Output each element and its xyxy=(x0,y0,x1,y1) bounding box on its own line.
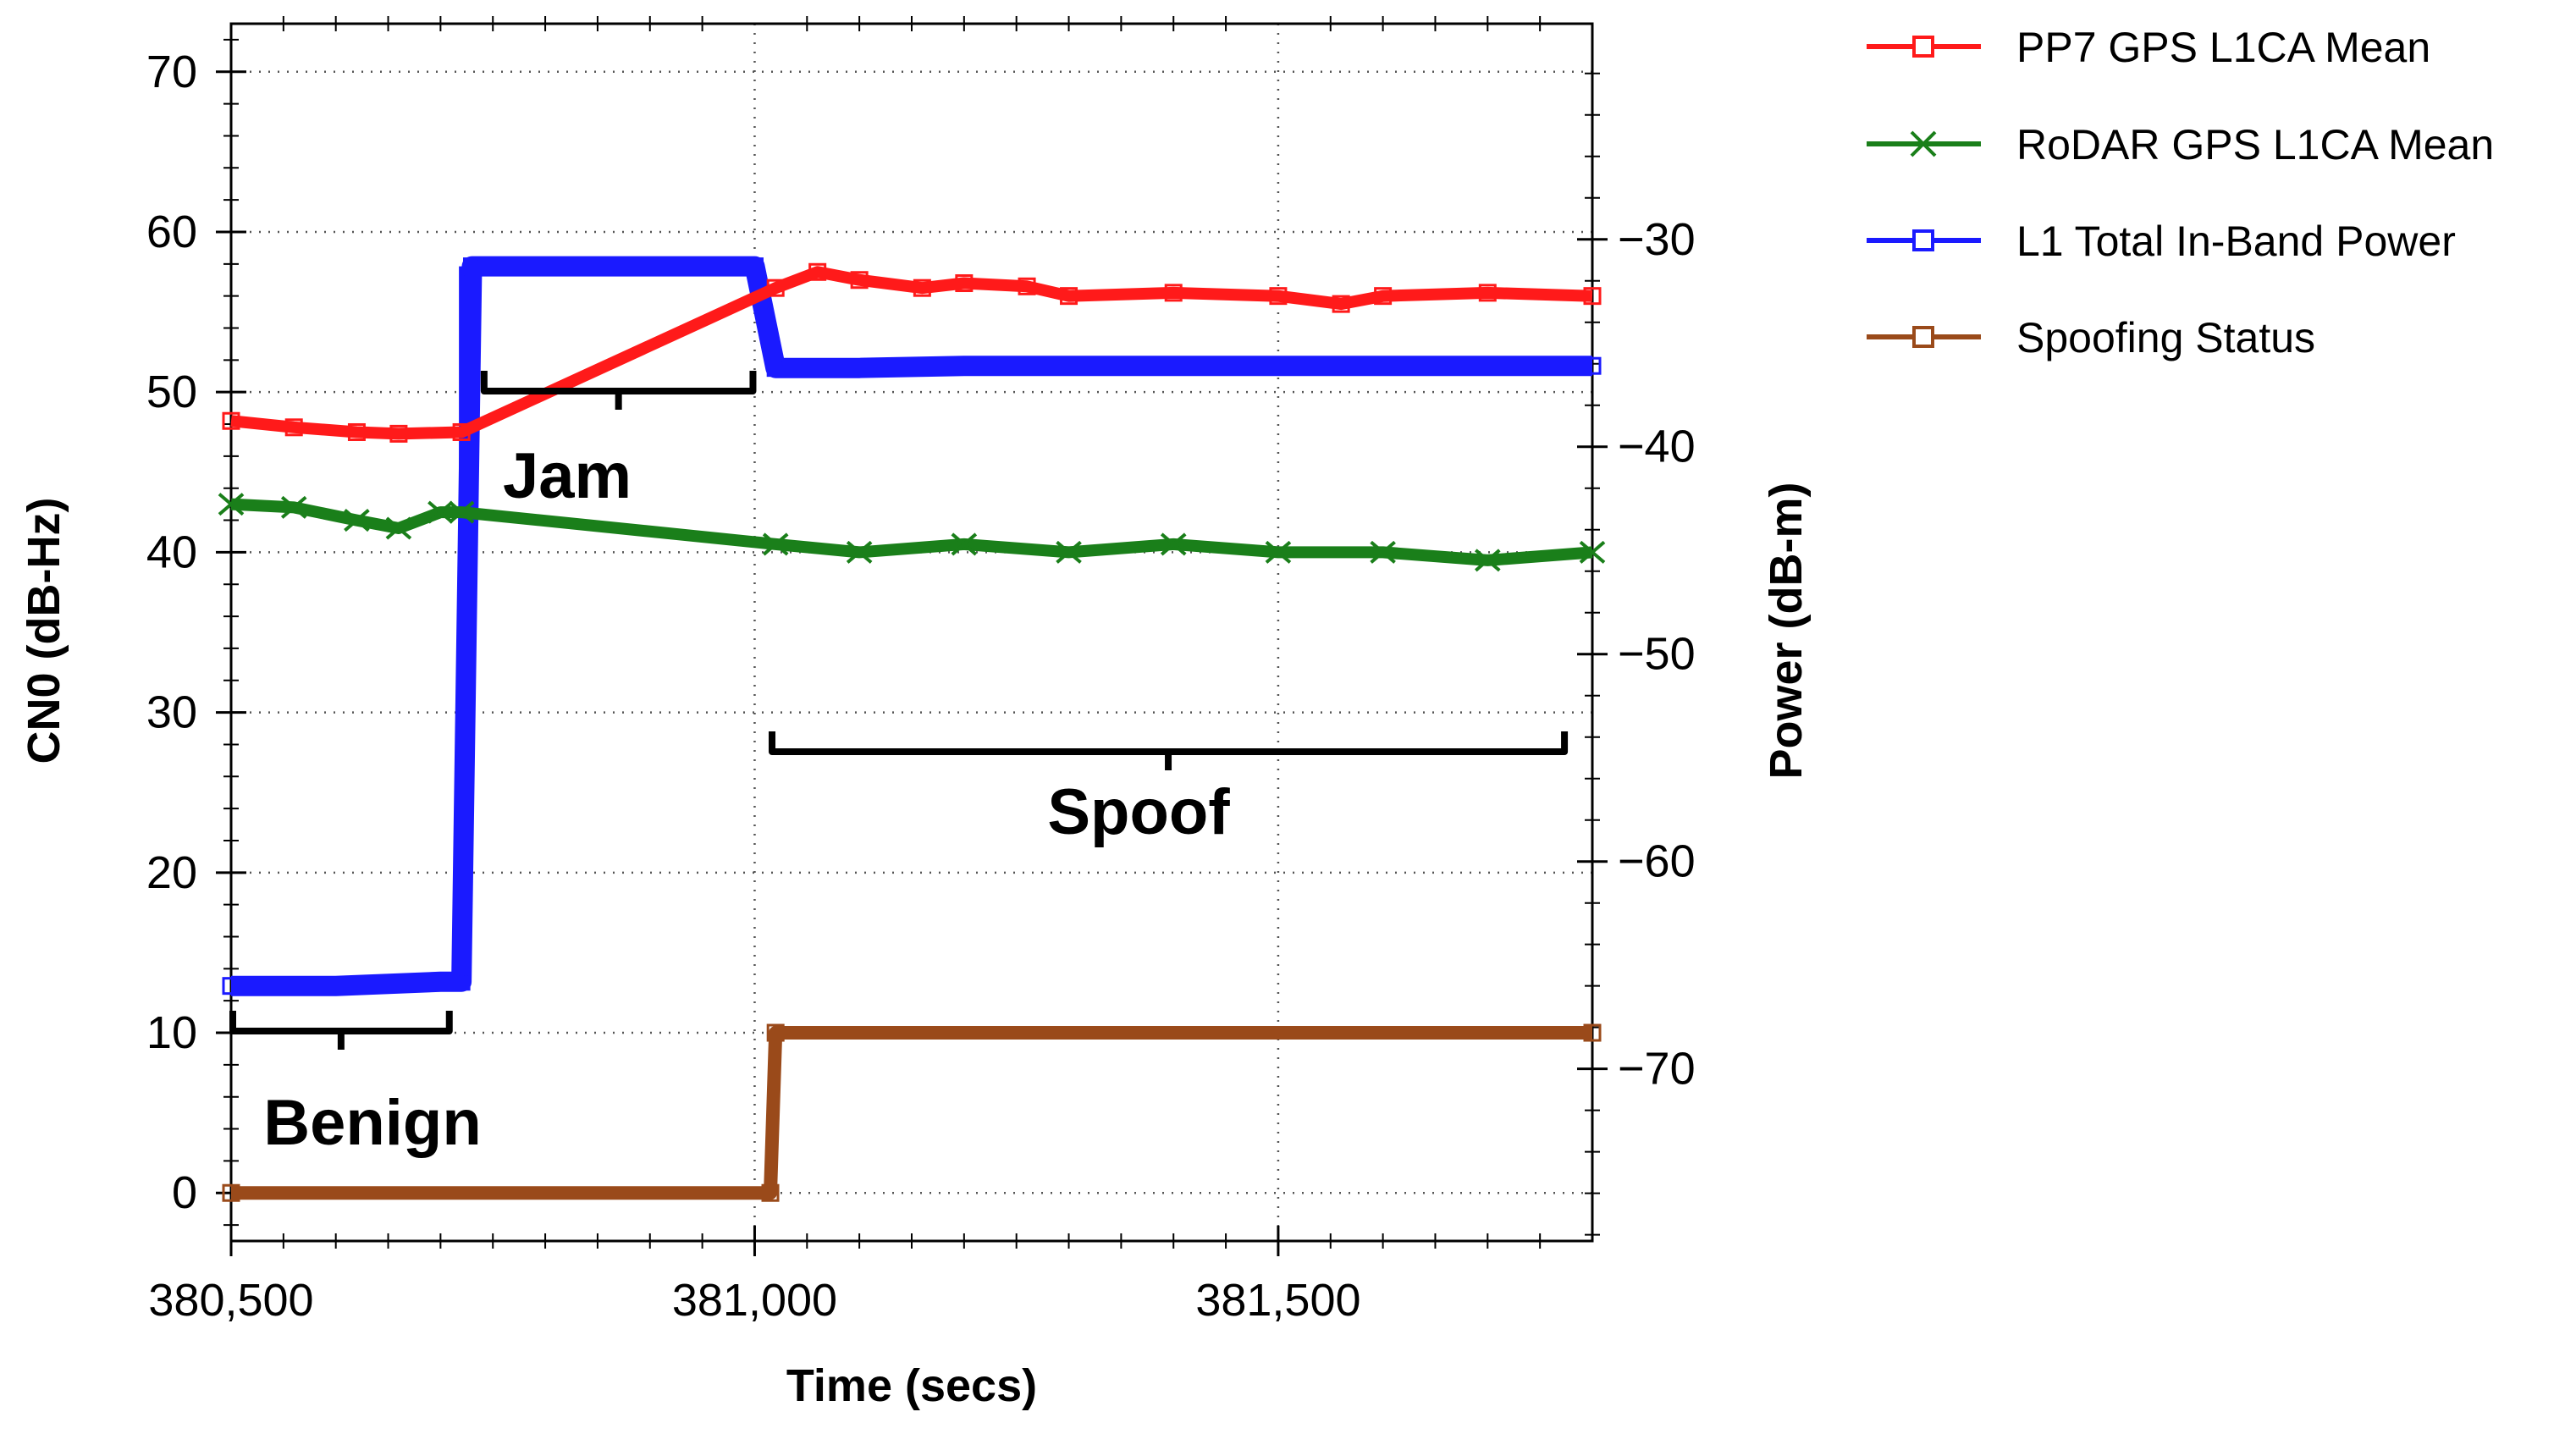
data-point-rodar-gps-l1ca-mean xyxy=(951,532,978,556)
annotation-label: Benign xyxy=(263,1087,482,1159)
data-point-pp7-gps-l1ca-mean xyxy=(1478,284,1497,302)
annotation-bracket xyxy=(769,731,1569,770)
data-point-rodar-gps-l1ca-mean xyxy=(427,500,454,524)
y-right-tick-label: −70 xyxy=(1618,1044,1696,1095)
y-right-tick-label: −40 xyxy=(1618,422,1696,472)
x-tick-label: 380,500 xyxy=(148,1275,313,1326)
data-point-rodar-gps-l1ca-mean xyxy=(1265,540,1292,564)
data-point-rodar-gps-l1ca-mean xyxy=(1160,532,1187,556)
series-layer xyxy=(218,256,1606,1202)
x-tick-label: 381,000 xyxy=(672,1275,837,1326)
data-point-rodar-gps-l1ca-mean xyxy=(1475,549,1501,572)
legend-marker-l1-total-in-band-power xyxy=(1912,229,1934,251)
annotation-bracket xyxy=(480,371,757,410)
y-right-tick-label: −30 xyxy=(1618,214,1696,265)
data-point-rodar-gps-l1ca-mean xyxy=(448,500,475,524)
data-point-pp7-gps-l1ca-mean xyxy=(808,262,827,281)
grid xyxy=(229,24,1592,1241)
data-point-pp7-gps-l1ca-mean xyxy=(1164,284,1183,302)
plot-frame xyxy=(229,22,1594,1243)
y-left-tick-label: 30 xyxy=(146,687,197,738)
legend-marker-pp7-gps-l1ca-mean xyxy=(1912,36,1934,58)
annotation-label: Spoof xyxy=(1047,776,1230,848)
annotation-label: Jam xyxy=(503,440,632,512)
data-point-l1-total-in-band-power xyxy=(222,977,240,996)
data-point-l1-total-in-band-power xyxy=(850,359,869,378)
series-line-rodar-gps-l1ca-mean xyxy=(230,498,1593,566)
data-point-l1-total-in-band-power xyxy=(431,973,450,991)
data-point-pp7-gps-l1ca-mean xyxy=(1332,295,1350,313)
data-point-l1-total-in-band-power xyxy=(955,356,974,375)
data-point-spoofing-status xyxy=(766,1023,785,1042)
annotations: Benign Jam Spoof xyxy=(229,371,1569,1159)
x-tick-label: 381,500 xyxy=(1195,1275,1360,1326)
data-point-pp7-gps-l1ca-mean xyxy=(1374,287,1393,306)
data-point-rodar-gps-l1ca-mean xyxy=(846,540,873,564)
data-point-pp7-gps-l1ca-mean xyxy=(1583,287,1602,306)
legend-label-l1-total-in-band-power: L1 Total In-Band Power xyxy=(2016,218,2456,265)
legend-label-pp7-gps-l1ca-mean: PP7 GPS L1CA Mean xyxy=(2016,24,2430,71)
data-point-pp7-gps-l1ca-mean xyxy=(1018,277,1036,295)
data-point-l1-total-in-band-power xyxy=(536,257,554,276)
data-point-spoofing-status xyxy=(222,1183,240,1202)
data-point-pp7-gps-l1ca-mean xyxy=(955,274,974,293)
data-point-l1-total-in-band-power xyxy=(641,257,659,276)
y-left-tick-label: 40 xyxy=(146,527,197,577)
data-point-pp7-gps-l1ca-mean xyxy=(389,424,408,443)
annotation-bracket xyxy=(229,1011,453,1050)
y-left-tick-label: 70 xyxy=(146,47,197,97)
data-point-l1-total-in-band-power xyxy=(462,257,481,276)
data-point-rodar-gps-l1ca-mean xyxy=(1370,540,1396,564)
legend-label-spoofing-status: Spoofing Status xyxy=(2016,314,2315,361)
y-left-tick-label: 10 xyxy=(146,1007,197,1058)
data-point-rodar-gps-l1ca-mean xyxy=(1056,540,1082,564)
y-axis-right-title: Power (dB-m) xyxy=(1761,483,1812,780)
data-point-l1-total-in-band-power xyxy=(1583,356,1602,375)
data-point-rodar-gps-l1ca-mean xyxy=(1579,540,1606,564)
legend: PP7 GPS L1CA Mean RoDAR GPS L1CA Mean L1 T… xyxy=(1867,24,2494,361)
series-line-pp7-gps-l1ca-mean xyxy=(230,266,1593,440)
data-point-spoofing-status xyxy=(1583,1023,1602,1042)
data-point-pp7-gps-l1ca-mean xyxy=(452,422,471,441)
data-point-rodar-gps-l1ca-mean xyxy=(280,495,307,519)
legend-label-rodar-gps-l1ca-mean: RoDAR GPS L1CA Mean xyxy=(2016,121,2494,168)
series-line-l1-total-in-band-power xyxy=(231,256,1592,996)
y-left-tick-label: 50 xyxy=(146,367,197,417)
y-axis-left-title: CN0 (dB-Hz) xyxy=(19,498,69,764)
data-point-rodar-gps-l1ca-mean xyxy=(344,509,370,532)
y-left-tick-label: 60 xyxy=(146,207,197,257)
data-point-spoofing-status xyxy=(761,1183,780,1202)
data-point-l1-total-in-band-power xyxy=(1164,356,1183,375)
data-point-l1-total-in-band-power xyxy=(327,977,345,996)
data-point-pp7-gps-l1ca-mean xyxy=(850,271,869,290)
data-point-l1-total-in-band-power xyxy=(766,359,785,378)
data-point-pp7-gps-l1ca-mean xyxy=(766,279,785,297)
data-point-pp7-gps-l1ca-mean xyxy=(1269,287,1288,306)
axis-ticks: 0 10 20 30 40 50 60 70 −30 −40 −50 −60 −70 380,500 381… xyxy=(146,16,1696,1326)
legend-marker-spoofing-status xyxy=(1912,326,1934,348)
data-point-l1-total-in-band-power xyxy=(1374,356,1393,375)
y-left-tick-label: 0 xyxy=(172,1167,197,1218)
data-point-pp7-gps-l1ca-mean xyxy=(222,411,240,430)
data-point-pp7-gps-l1ca-mean xyxy=(913,279,931,297)
legend-marker-rodar-gps-l1ca-mean xyxy=(1910,130,1937,157)
y-right-tick-label: −50 xyxy=(1618,629,1696,680)
data-point-rodar-gps-l1ca-mean xyxy=(762,532,789,556)
data-point-pp7-gps-l1ca-mean xyxy=(347,422,366,441)
data-point-rodar-gps-l1ca-mean xyxy=(218,493,245,516)
data-point-pp7-gps-l1ca-mean xyxy=(284,418,303,437)
data-point-pp7-gps-l1ca-mean xyxy=(1060,287,1078,306)
data-point-l1-total-in-band-power xyxy=(452,973,471,991)
x-axis-title: Time (secs) xyxy=(786,1360,1037,1411)
y-left-tick-label: 20 xyxy=(146,847,197,898)
series-line-spoofing-status xyxy=(231,1026,1592,1200)
y-right-tick-label: −60 xyxy=(1618,836,1696,887)
data-point-rodar-gps-l1ca-mean xyxy=(385,516,412,540)
data-point-l1-total-in-band-power xyxy=(745,257,764,276)
